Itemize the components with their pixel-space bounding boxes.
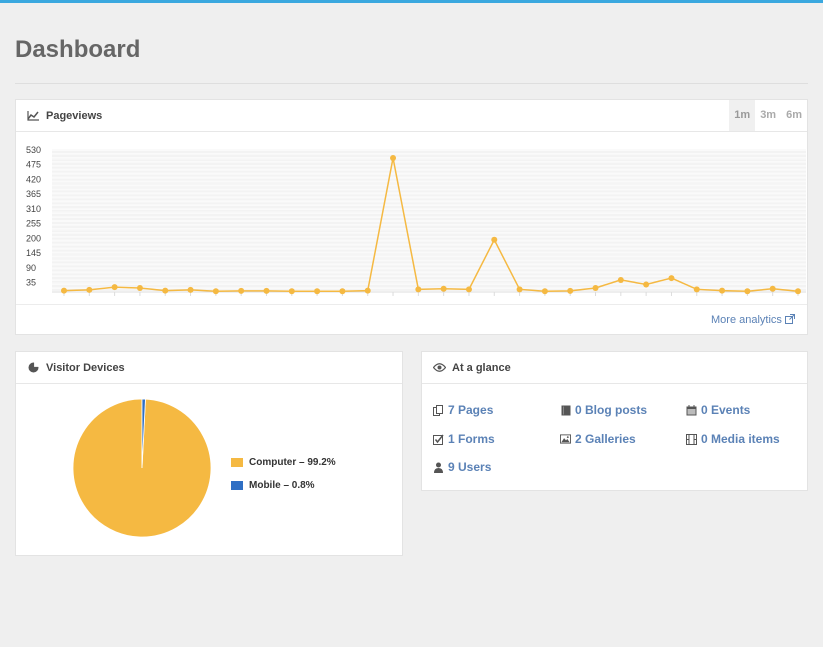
legend-item-mobile: Mobile – 0.8%	[231, 479, 336, 492]
data-point[interactable]	[314, 288, 321, 295]
devices-legend: Computer – 99.2% Mobile – 0.8%	[231, 456, 336, 502]
pageviews-chart: 35 90 145 200 255 310 365 420 475 530	[16, 132, 807, 304]
more-analytics-label: More analytics	[711, 314, 782, 326]
eye-icon	[432, 362, 446, 374]
data-point[interactable]	[136, 284, 143, 291]
range-tab-3m[interactable]: 3m	[760, 109, 777, 121]
y-tick-label: 35	[26, 278, 36, 288]
data-point[interactable]	[465, 286, 472, 293]
data-point[interactable]	[162, 287, 169, 294]
glance-forms-link[interactable]: 1 Forms	[433, 432, 495, 446]
glance-users-label: 9 Users	[448, 460, 492, 474]
check-square-icon	[433, 434, 444, 445]
visitor-devices-title: Visitor Devices	[46, 361, 125, 374]
pageviews-title: Pageviews	[46, 109, 103, 122]
legend-label-computer: Computer – 99.2%	[249, 457, 336, 468]
external-link-icon	[785, 314, 795, 326]
y-tick-label: 200	[26, 233, 41, 243]
at-a-glance-title: At a glance	[452, 361, 511, 374]
y-tick-label: 310	[26, 204, 41, 214]
range-tab-6m[interactable]: 6m	[786, 109, 802, 121]
top-accent-bar	[0, 0, 823, 3]
y-tick-label: 365	[26, 189, 41, 199]
pageviews-footer: More analytics	[16, 304, 807, 335]
range-tabs: 1m 3m 6m	[729, 100, 807, 131]
glance-events-label: 0 Events	[701, 403, 751, 417]
y-tick-label: 90	[26, 263, 36, 273]
pie-slice-mobile[interactable]	[141, 398, 146, 469]
devices-pie-chart	[72, 398, 212, 538]
book-icon	[560, 405, 571, 416]
data-point[interactable]	[187, 286, 194, 293]
glance-pages-label: 7 Pages	[448, 403, 494, 417]
legend-item-computer: Computer – 99.2%	[231, 456, 336, 469]
data-point[interactable]	[111, 284, 118, 291]
y-tick-label: 255	[26, 219, 41, 229]
film-icon	[686, 433, 697, 445]
glance-blog-posts-label: 0 Blog posts	[575, 403, 648, 417]
data-point[interactable]	[364, 287, 371, 294]
line-chart-icon	[26, 110, 40, 122]
glance-galleries-link[interactable]: 2 Galleries	[560, 432, 636, 446]
glance-events-link[interactable]: 0 Events	[686, 403, 750, 417]
data-point[interactable]	[238, 287, 245, 294]
y-tick-label: 475	[26, 160, 41, 170]
image-icon	[560, 434, 571, 445]
data-point[interactable]	[390, 155, 397, 162]
data-point[interactable]	[415, 286, 422, 293]
y-tick-label: 420	[26, 174, 41, 184]
legend-swatch-computer	[231, 458, 243, 467]
data-point[interactable]	[693, 286, 700, 293]
data-point[interactable]	[339, 288, 346, 295]
page-title: Dashboard	[15, 36, 141, 63]
visitor-devices-header: Visitor Devices	[16, 352, 402, 384]
chart-grid	[52, 149, 806, 293]
data-point[interactable]	[516, 286, 523, 293]
pageviews-series-line	[63, 157, 799, 292]
pie-chart-icon	[26, 362, 40, 374]
data-point[interactable]	[769, 285, 776, 292]
legend-label-mobile: Mobile – 0.8%	[249, 480, 315, 491]
glance-media-items-label: 0 Media items	[701, 432, 780, 446]
more-analytics-link[interactable]: More analytics	[711, 314, 795, 326]
data-point[interactable]	[288, 288, 295, 295]
data-point[interactable]	[617, 276, 624, 283]
glance-pages-link[interactable]: 7 Pages	[433, 403, 493, 417]
data-point[interactable]	[795, 288, 801, 295]
at-a-glance-panel: At a glance 7 Pages 0 Blog posts 0 Event…	[421, 351, 808, 491]
data-point[interactable]	[643, 281, 650, 288]
data-point[interactable]	[744, 288, 751, 295]
pageviews-header: Pageviews 1m 3m 6m	[16, 100, 807, 132]
data-point[interactable]	[440, 285, 447, 292]
title-divider	[15, 83, 808, 84]
at-a-glance-header: At a glance	[422, 352, 807, 384]
data-point[interactable]	[668, 275, 675, 282]
data-point[interactable]	[567, 287, 574, 294]
range-tab-1m[interactable]: 1m	[729, 100, 756, 131]
visitor-devices-panel: Visitor Devices Computer – 99.2% Mobile …	[15, 351, 403, 556]
pageviews-panel: Pageviews 1m 3m 6m 35 90 145 200 255 310 365 42…	[15, 99, 808, 335]
calendar-icon	[686, 404, 697, 416]
data-point[interactable]	[541, 288, 548, 295]
data-point[interactable]	[61, 287, 67, 294]
user-icon	[433, 462, 444, 473]
legend-swatch-mobile	[231, 481, 243, 490]
data-point[interactable]	[719, 287, 726, 294]
data-point[interactable]	[491, 236, 498, 243]
data-point[interactable]	[592, 284, 599, 291]
pageviews-chart-svg: 35 90 145 200 255 310 365 420 475 530	[26, 145, 806, 296]
y-tick-label: 145	[26, 248, 41, 258]
glance-galleries-label: 2 Galleries	[575, 432, 636, 446]
glance-blog-posts-link[interactable]: 0 Blog posts	[560, 403, 647, 417]
data-point[interactable]	[86, 286, 93, 293]
data-point[interactable]	[263, 287, 270, 294]
glance-media-items-link[interactable]: 0 Media items	[686, 432, 780, 446]
data-point[interactable]	[212, 288, 219, 295]
glance-forms-label: 1 Forms	[448, 432, 495, 446]
y-tick-label: 530	[26, 145, 41, 155]
pages-icon	[433, 404, 444, 416]
glance-users-link[interactable]: 9 Users	[433, 460, 491, 474]
